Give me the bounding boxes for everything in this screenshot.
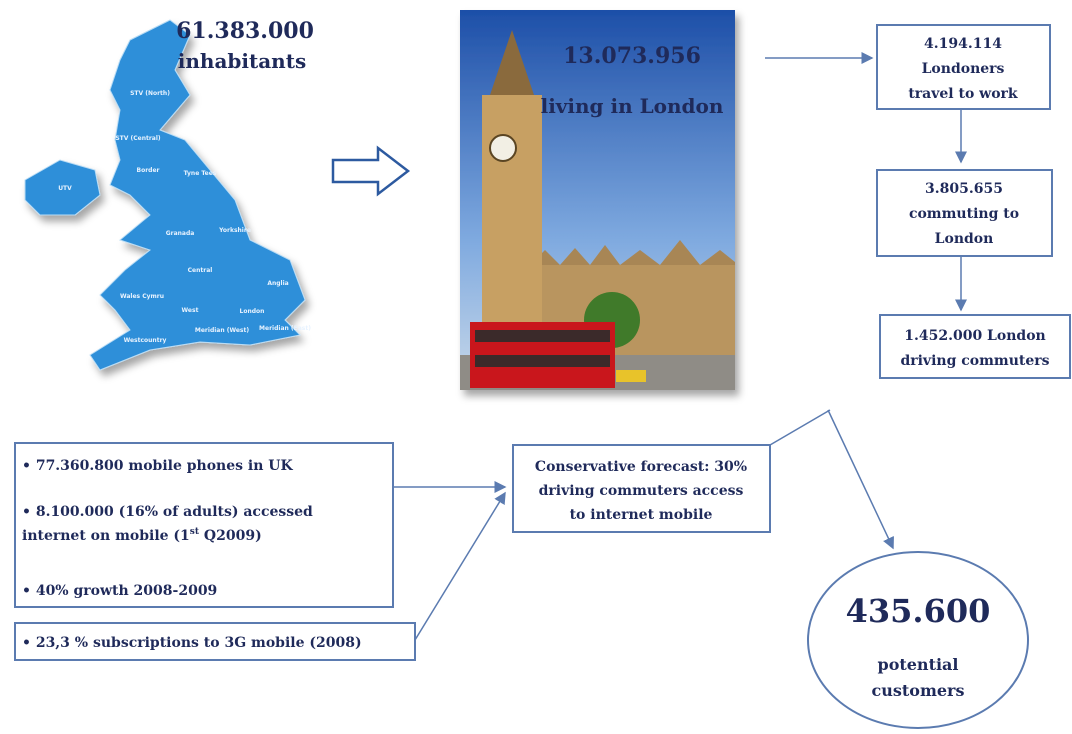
arrow xyxy=(415,493,505,640)
flow-text: driving commuters xyxy=(900,353,1049,369)
photo-number: 13.073.956 xyxy=(563,43,701,69)
flow-text: travel to work xyxy=(908,86,1018,102)
fact-text: • 23,3 % subscriptions to 3G mobile (200… xyxy=(22,635,362,651)
flow-text: London xyxy=(935,231,994,247)
diagram: STV (North) STV (Central) UTV Border Tyne Te… xyxy=(0,0,1072,734)
map-region-label: STV (North) xyxy=(130,90,170,97)
fact-text: internet on mobile (1st Q2009) xyxy=(22,527,262,544)
forecast-text: to internet mobile xyxy=(570,507,713,523)
forecast-text: driving commuters access xyxy=(539,483,744,499)
result-text: customers xyxy=(872,681,965,700)
map-region-label: West xyxy=(182,307,199,314)
fact-text: • 40% growth 2008-2009 xyxy=(22,583,217,599)
flow-text: 3.805.655 xyxy=(925,181,1003,197)
fact-text-part: Q2009) xyxy=(199,528,262,544)
map-region-label: Yorkshire xyxy=(218,227,251,234)
result-text: potential xyxy=(878,655,959,674)
map-number: 61.383.000 xyxy=(176,18,314,44)
map-region-label: Tyne Tees xyxy=(184,170,217,177)
hollow-arrow xyxy=(333,148,408,194)
map-region-label: Wales Cymru xyxy=(120,293,164,300)
fact-text: • 77.360.800 mobile phones in UK xyxy=(22,458,293,474)
map-region-label: Anglia xyxy=(267,280,288,287)
map-caption: inhabitants xyxy=(178,49,306,73)
flow-text: 1.452.000 London xyxy=(904,328,1045,344)
map-region-label: Border xyxy=(137,167,160,174)
forecast-text: Conservative forecast: 30% xyxy=(535,459,747,475)
map-region-label: STV (Central) xyxy=(115,135,161,142)
flow-text: Londoners xyxy=(922,61,1005,77)
map-region-label: London xyxy=(240,308,265,315)
flow-text: 4.194.114 xyxy=(924,36,1002,52)
map-region-label: Meridian (East) xyxy=(259,325,311,332)
map-region-label: Westcountry xyxy=(124,337,167,344)
map-region-label: Granada xyxy=(166,230,195,237)
connector xyxy=(770,410,830,445)
result-number: 435.600 xyxy=(846,592,991,630)
arrow xyxy=(828,410,893,548)
page: STV (North) STV (Central) UTV Border Tyne Te… xyxy=(0,0,1072,734)
fact-text: • 8.100.000 (16% of adults) accessed xyxy=(22,504,313,520)
flow-text: commuting to xyxy=(909,206,1019,222)
map-region-label: UTV xyxy=(58,185,72,192)
photo-caption: living in London xyxy=(541,94,724,118)
map-region-label: Meridian (West) xyxy=(195,327,249,334)
map-region-label: Central xyxy=(188,267,213,274)
result-ellipse xyxy=(808,552,1028,728)
fact-text-part: internet on mobile (1 xyxy=(22,528,190,544)
